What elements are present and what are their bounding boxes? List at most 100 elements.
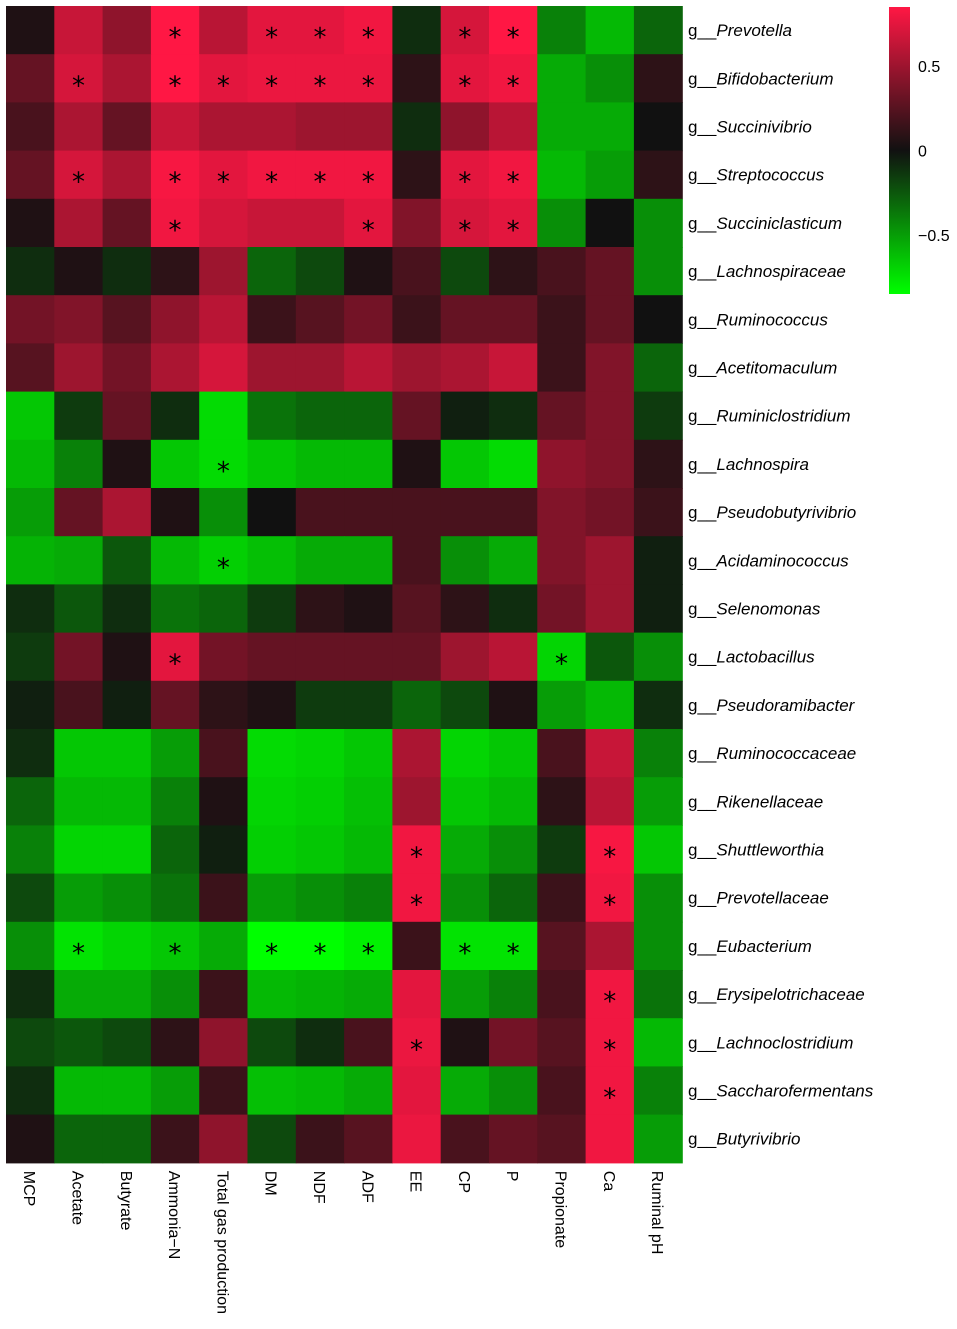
heatmap-cell [489,343,538,393]
heatmap-cell [537,584,587,634]
heatmap-cell [440,777,490,826]
heatmap-cell [102,921,152,971]
significance-star: * [603,1035,616,1065]
heatmap-cell [6,632,55,682]
heatmap-cell [392,150,442,200]
heatmap-cell [585,584,635,634]
heatmap-cell [585,343,635,393]
heatmap-cell [344,632,393,682]
significance-star: * [362,939,375,969]
heatmap-cell [392,536,442,585]
heatmap-cell [392,777,442,826]
heatmap-cell [6,439,55,489]
heatmap-cell [344,295,393,344]
heatmap-cell [6,1114,55,1164]
row-labels: g__Prevotella g__Bifidobacterium g__Succin… [688,21,874,1149]
heatmap-cell [102,632,152,682]
heatmap-cell [199,729,249,778]
heatmap-cell [392,921,442,971]
heatmap-cell [633,150,683,200]
heatmap-cell [344,536,393,585]
heatmap-cell [344,1114,393,1164]
heatmap-cell [392,1066,442,1116]
heatmap-cell [344,247,393,296]
heatmap-cell [295,1066,345,1116]
heatmap-cell [150,391,200,441]
heatmap-cell [440,247,490,296]
heatmap-cell [489,1114,538,1164]
heatmap-cell [537,6,587,55]
heatmap-cell [585,777,635,826]
heatmap-cell [199,102,249,152]
heatmap-cell [633,632,683,682]
heatmap-cell [6,295,55,344]
heatmap-cell [150,873,200,923]
significance-star: * [313,168,326,198]
heatmap-cell [344,102,393,152]
heatmap-cell [537,1114,587,1164]
significance-star: * [603,987,616,1017]
heatmap-cell [295,536,345,585]
heatmap-cell [102,198,152,248]
row-label: g__Butyrivibrio [688,1130,800,1149]
heatmap-cell [150,150,200,200]
heatmap-cell [392,970,442,1019]
heatmap-cell [440,295,490,344]
row-label: g__Ruminococcaceae [688,744,856,763]
heatmap-cell [489,150,538,200]
heatmap-cell [150,439,200,489]
heatmap-cell [6,729,55,778]
heatmap-cell [247,584,297,634]
heatmap-cell [295,54,345,103]
heatmap-cell [199,632,249,682]
heatmap-cell [633,921,683,971]
significance-star: * [458,216,471,246]
heatmap-cell [392,1114,442,1164]
heatmap-cell [489,680,538,730]
color-legend: 0.5 0 −0.5 [889,7,950,294]
heatmap-cell [54,150,104,200]
heatmap-cell [633,1018,683,1067]
heatmap-cell [585,247,635,296]
heatmap-cell [150,729,200,778]
heatmap-cell [102,729,152,778]
heatmap-cell [247,536,297,585]
significance-star: * [362,23,375,53]
heatmap-cell [54,921,104,971]
heatmap-cell [102,1018,152,1067]
heatmap-cell [6,873,55,923]
heatmap-cell [150,777,200,826]
heatmap-cell [199,150,249,200]
significance-star: * [555,650,568,680]
heatmap-cell [344,970,393,1019]
heatmap-cell [102,391,152,441]
row-label: g__Rikenellaceae [688,792,823,811]
heatmap-cell [489,584,538,634]
heatmap-cell [537,970,587,1019]
heatmap-cell [247,680,297,730]
heatmap-cell [489,921,538,971]
heatmap-cell [295,1018,345,1067]
significance-star: * [313,71,326,101]
heatmap-cell [6,1018,55,1067]
heatmap-cell [489,729,538,778]
heatmap-cell [150,54,200,103]
heatmap-cell [199,777,249,826]
heatmap-cell [295,970,345,1019]
heatmap-cell [199,343,249,393]
heatmap-cell [247,1066,297,1116]
heatmap-cell [199,6,249,55]
heatmap-cell [440,1066,490,1116]
heatmap-cell [6,198,55,248]
heatmap-cell [440,439,490,489]
heatmap-cell [247,6,297,55]
heatmap-cell [102,488,152,537]
heatmap-cell [247,921,297,971]
heatmap-cell [54,54,104,103]
heatmap-cell [633,488,683,537]
heatmap-cell [633,295,683,344]
significance-star: * [603,843,616,873]
significance-star: * [265,939,278,969]
heatmap-cell [199,1018,249,1067]
heatmap-cell [585,729,635,778]
